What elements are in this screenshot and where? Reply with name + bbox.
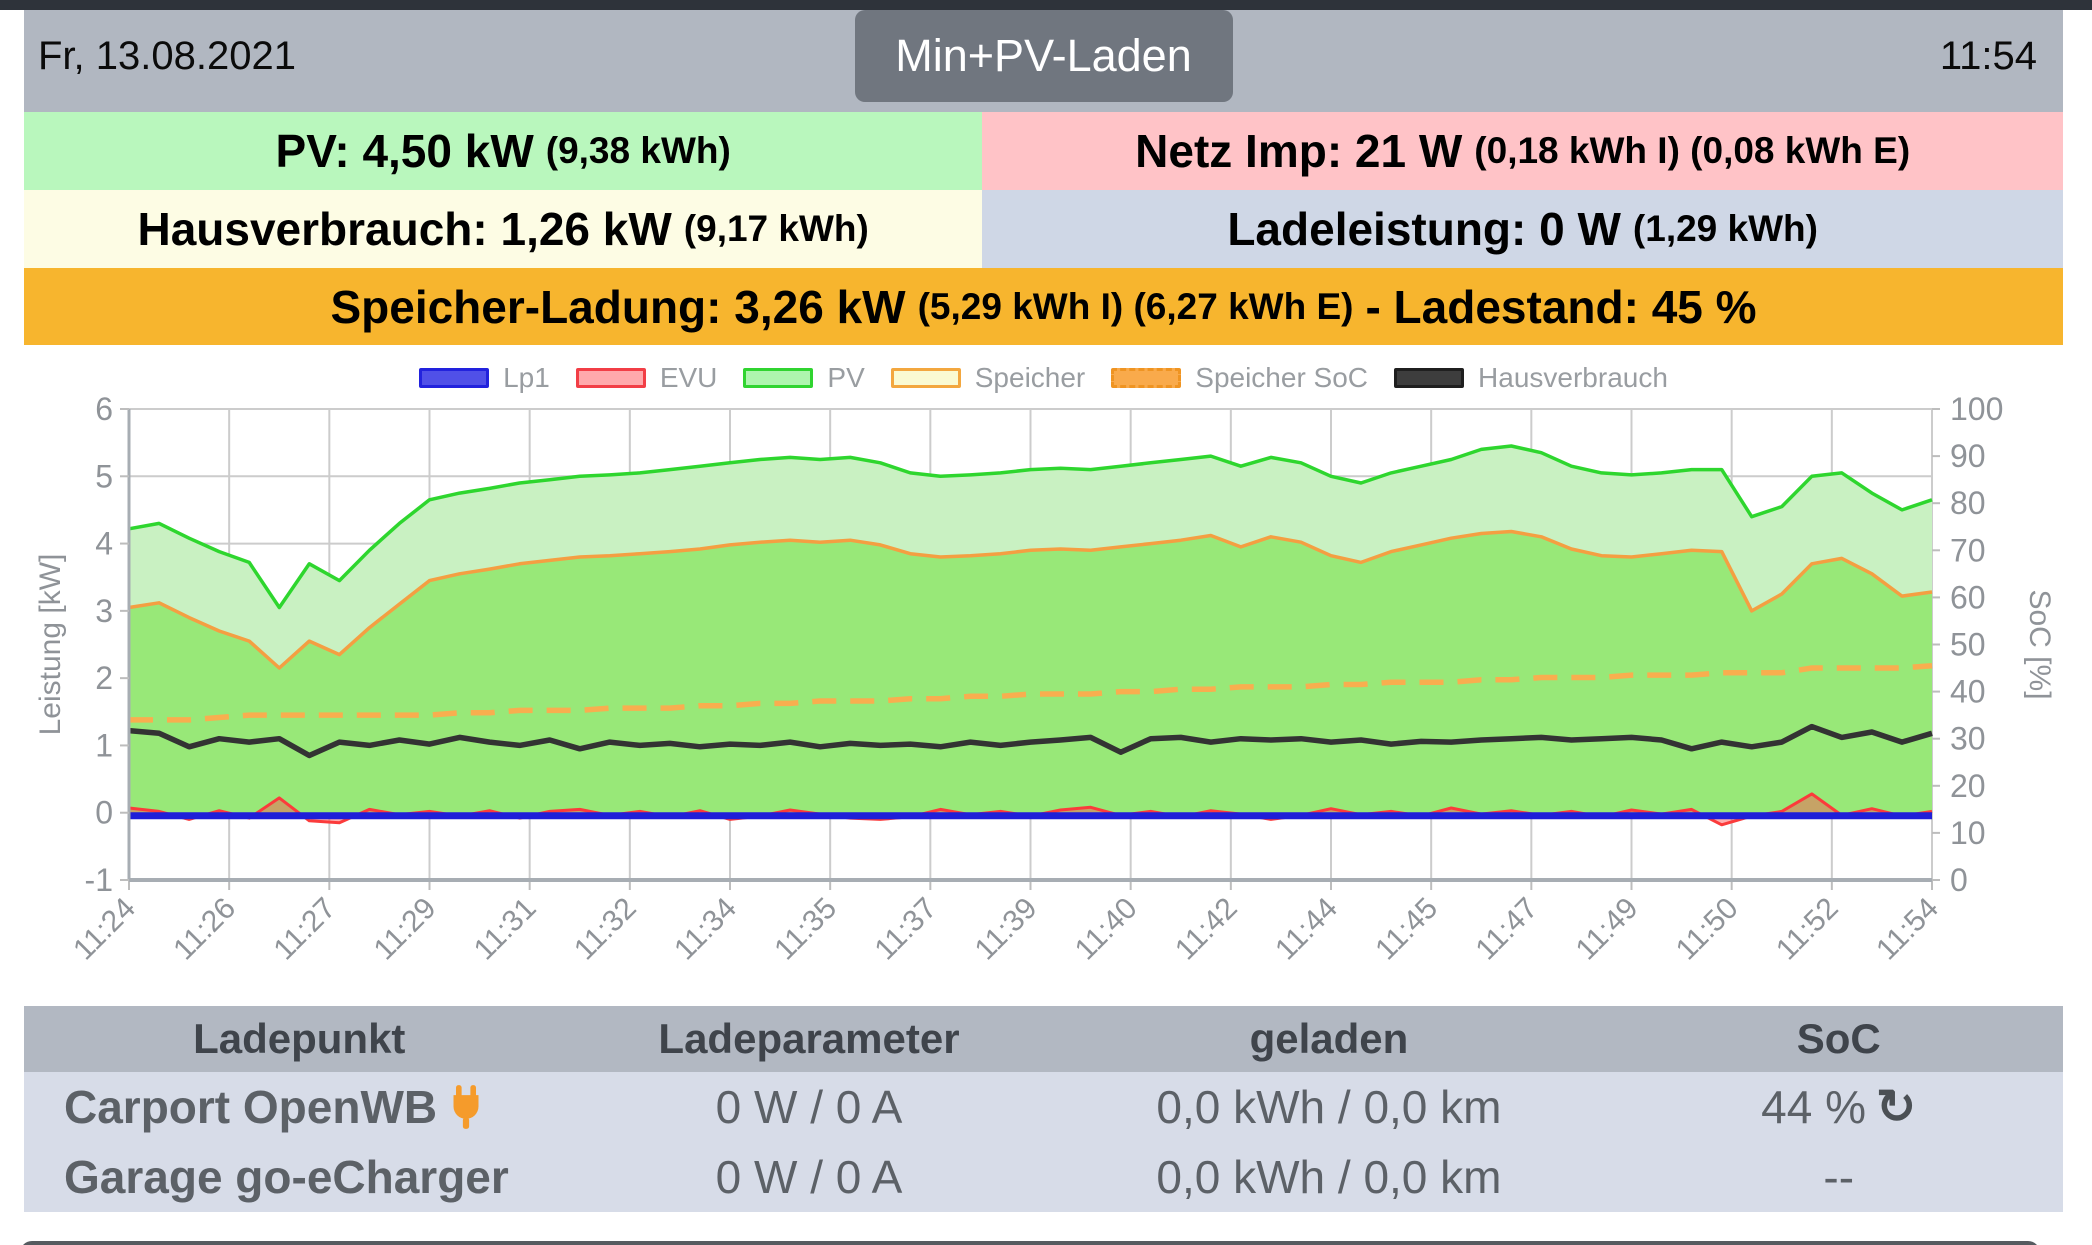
house-consumption-energy: (9,17 kWh) (683, 208, 869, 249)
table-row-garage: Garage go-eCharger 0 W / 0 A 0,0 kWh / 0… (24, 1142, 2063, 1212)
svg-text:11:50: 11:50 (1670, 892, 1745, 967)
legend-item-evu[interactable]: EVU (575, 362, 717, 394)
header-bar: Fr, 13.08.2021 Min+PV-Laden 11:54 (24, 10, 2063, 112)
svg-text:-1: -1 (85, 862, 113, 898)
legend-item-hausverbrauch[interactable]: Hausverbrauch (1394, 362, 1668, 394)
power-chart: Lp1 EVU PV Speicher Speicher SoC Hausver… (24, 346, 2063, 1006)
svg-text:50: 50 (1950, 627, 1986, 663)
svg-text:100: 100 (1950, 394, 2003, 427)
hausverbrauch-swatch-icon (1394, 368, 1465, 388)
col-header-ladepunkt: Ladepunkt (24, 1006, 575, 1072)
legend-item-speicher[interactable]: Speicher (890, 362, 1085, 394)
chargepoint-name: Garage go-eCharger (24, 1142, 575, 1212)
chargepoint-params: 0 W / 0 A (574, 1142, 1044, 1212)
svg-text:11:42: 11:42 (1169, 892, 1244, 967)
svg-text:0: 0 (1950, 862, 1968, 898)
legend-item-speicher-soc[interactable]: Speicher SoC (1111, 362, 1368, 394)
svg-text:6: 6 (95, 394, 113, 427)
chargepoint-soc: 44 % ↻ (1614, 1072, 2063, 1142)
table-header-row: Ladepunkt Ladeparameter geladen SoC (24, 1006, 2063, 1072)
col-header-soc: SoC (1614, 1006, 2063, 1072)
chart-legend: Lp1 EVU PV Speicher Speicher SoC Hausver… (24, 362, 2063, 394)
chargepoint-charged: 0,0 kWh / 0,0 km (1043, 1142, 1615, 1212)
legend-item-lp1[interactable]: Lp1 (419, 362, 550, 394)
svg-text:30: 30 (1950, 721, 1986, 757)
svg-text:11:26: 11:26 (167, 892, 242, 967)
pv-stat-value: PV: 4,50 kW (275, 125, 534, 177)
storage-energy: (5,29 kWh I) (6,27 kWh E) (917, 285, 1354, 327)
house-consumption-value: Hausverbrauch: 1,26 kW (137, 203, 672, 255)
grid-import-energy: (0,18 kWh I) (0,08 kWh E) (1474, 130, 1911, 171)
svg-text:0: 0 (95, 795, 113, 831)
storage-value: Speicher-Ladung: 3,26 kW (330, 280, 906, 333)
svg-text:5: 5 (95, 458, 113, 494)
svg-text:40: 40 (1950, 674, 1986, 710)
svg-text:11:52: 11:52 (1770, 892, 1845, 967)
svg-text:2: 2 (95, 660, 113, 696)
charge-mode-button[interactable]: Min+PV-Laden (854, 10, 1233, 102)
chargepoint-name: Carport OpenWB (24, 1072, 575, 1142)
speicher-swatch-icon (890, 368, 961, 388)
next-section-top-edge (20, 1241, 2040, 1245)
grid-import-stat: Netz Imp: 21 W (0,18 kWh I) (0,08 kWh E) (982, 112, 2063, 190)
svg-text:11:40: 11:40 (1069, 892, 1144, 967)
svg-text:80: 80 (1950, 485, 1986, 521)
svg-text:11:35: 11:35 (768, 892, 843, 967)
charge-power-energy: (1,29 kWh) (1632, 208, 1818, 249)
time-label: 11:54 (1939, 34, 2037, 78)
svg-text:11:32: 11:32 (568, 892, 643, 967)
charge-power-value: Ladeleistung: 0 W (1227, 203, 1621, 255)
grid-import-value: Netz Imp: 21 W (1135, 125, 1463, 177)
chargepoint-params: 0 W / 0 A (574, 1072, 1044, 1142)
svg-text:20: 20 (1950, 768, 1986, 804)
svg-text:11:31: 11:31 (468, 892, 543, 967)
svg-text:90: 90 (1950, 438, 1986, 474)
svg-text:11:47: 11:47 (1469, 892, 1544, 967)
svg-text:70: 70 (1950, 532, 1986, 568)
charge-power-stat: Ladeleistung: 0 W (1,29 kWh) (982, 190, 2063, 268)
svg-text:SoC [%]: SoC [%] (2023, 589, 2056, 699)
svg-text:11:37: 11:37 (868, 892, 943, 967)
stats-row-3: Speicher-Ladung: 3,26 kW (5,29 kWh I) (6… (24, 268, 2063, 346)
svg-text:11:27: 11:27 (267, 892, 342, 967)
plug-icon (453, 1085, 479, 1129)
svg-text:11:54: 11:54 (1870, 892, 1945, 967)
stats-row-2: Hausverbrauch: 1,26 kW (9,17 kWh) Ladele… (24, 190, 2063, 268)
table-row-carport: Carport OpenWB 0 W / 0 A 0,0 kWh / 0,0 k… (24, 1072, 2063, 1142)
storage-soc: - Ladestand: 45 % (1365, 280, 1757, 333)
svg-text:11:34: 11:34 (668, 892, 743, 967)
house-consumption-stat: Hausverbrauch: 1,26 kW (9,17 kWh) (24, 190, 983, 268)
col-header-ladeparameter: Ladeparameter (574, 1006, 1044, 1072)
svg-text:11:44: 11:44 (1269, 892, 1344, 967)
svg-text:10: 10 (1950, 815, 1986, 851)
svg-text:11:24: 11:24 (67, 892, 142, 967)
stats-row-1: PV: 4,50 kW (9,38 kWh) Netz Imp: 21 W (0… (24, 112, 2063, 190)
svg-text:4: 4 (95, 526, 113, 562)
chargepoint-table: Ladepunkt Ladeparameter geladen SoC Carp… (24, 1006, 2063, 1212)
svg-text:Leistung [kW]: Leistung [kW] (34, 554, 67, 736)
svg-text:11:29: 11:29 (368, 892, 443, 967)
evu-swatch-icon (575, 368, 646, 388)
speicher-soc-swatch-icon (1111, 368, 1182, 388)
svg-text:11:39: 11:39 (969, 892, 1044, 967)
svg-text:60: 60 (1950, 579, 1986, 615)
page-content: Fr, 13.08.2021 Min+PV-Laden 11:54 PV: 4,… (20, 10, 2063, 1245)
pv-stat-energy: (9,38 kWh) (545, 130, 731, 171)
col-header-geladen: geladen (1043, 1006, 1615, 1072)
window-top-strip (0, 0, 2092, 10)
svg-text:11:45: 11:45 (1369, 892, 1444, 967)
svg-text:11:49: 11:49 (1570, 892, 1645, 967)
chart-svg: 11:24 11:26 11:27 11:29 11:31 11:32 11:34 11:35… (34, 394, 2056, 967)
storage-stat: Speicher-Ladung: 3,26 kW (5,29 kWh I) (6… (24, 268, 2063, 345)
refresh-soc-icon[interactable]: ↻ (1876, 1081, 1917, 1134)
lp1-swatch-icon (419, 368, 490, 388)
pv-stat: PV: 4,50 kW (9,38 kWh) (24, 112, 983, 190)
chargepoint-soc: -- (1614, 1142, 2063, 1212)
svg-text:3: 3 (95, 593, 113, 629)
date-label: Fr, 13.08.2021 (38, 34, 296, 78)
pv-swatch-icon (743, 368, 814, 388)
chargepoint-charged: 0,0 kWh / 0,0 km (1043, 1072, 1615, 1142)
svg-text:1: 1 (95, 727, 113, 763)
legend-item-pv[interactable]: PV (743, 362, 865, 394)
